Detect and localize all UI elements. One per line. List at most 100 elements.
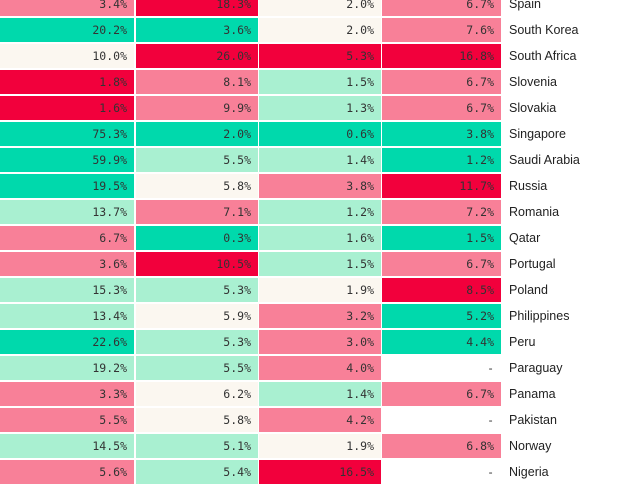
heatmap-cell: 6.7%	[382, 252, 501, 276]
heatmap-cell: 19.5%	[0, 174, 134, 198]
heatmap-cell: 1.6%	[259, 226, 381, 250]
heatmap-cell: 6.8%	[382, 434, 501, 458]
country-label: Poland	[509, 283, 548, 297]
heatmap-cell: 3.2%	[259, 304, 381, 328]
heatmap-cell: 9.9%	[136, 96, 258, 120]
heatmap-cell: 3.6%	[136, 18, 258, 42]
table-row: 3.3% 6.2% 1.4% 6.7% Panama	[0, 382, 640, 406]
country-label: Russia	[509, 179, 548, 193]
country-label: South Africa	[509, 49, 577, 63]
heatmap-cell: 2.0%	[259, 0, 381, 16]
country-label: Slovenia	[509, 75, 557, 89]
heatmap-cell: 6.7%	[382, 382, 501, 406]
heatmap-cell: 11.7%	[382, 174, 501, 198]
heatmap-cell: 5.9%	[136, 304, 258, 328]
country-label: Singapore	[509, 127, 566, 141]
heatmap-cell: 6.2%	[136, 382, 258, 406]
table-row: 19.2% 5.5% 4.0% - Paraguay	[0, 356, 640, 380]
table-row: 1.8% 8.1% 1.5% 6.7% Slovenia	[0, 70, 640, 94]
heatmap-cell: 3.8%	[382, 122, 501, 146]
heatmap-cell: 1.4%	[259, 382, 381, 406]
heatmap-cell: 4.0%	[259, 356, 381, 380]
heatmap-cell: 18.3%	[136, 0, 258, 16]
heatmap-cell: 7.1%	[136, 200, 258, 224]
table-row: 14.5% 5.1% 1.9% 6.8% Norway	[0, 434, 640, 458]
heatmap-cell: 0.6%	[259, 122, 381, 146]
country-label: Nigeria	[509, 465, 549, 479]
table-row: 13.7% 7.1% 1.2% 7.2% Romania	[0, 200, 640, 224]
heatmap-cell: 5.3%	[259, 44, 381, 68]
heatmap-cell: -	[382, 408, 501, 432]
heatmap-cell: 59.9%	[0, 148, 134, 172]
heatmap-cell: 75.3%	[0, 122, 134, 146]
country-label: Saudi Arabia	[509, 153, 580, 167]
heatmap-cell: 3.8%	[259, 174, 381, 198]
heatmap-cell: 6.7%	[382, 96, 501, 120]
heatmap-cell: 2.0%	[259, 18, 381, 42]
heatmap-cell: 1.8%	[0, 70, 134, 94]
heatmap-cell: 10.5%	[136, 252, 258, 276]
table-row: 22.6% 5.3% 3.0% 4.4% Peru	[0, 330, 640, 354]
country-label: Peru	[509, 335, 536, 349]
heatmap-cell: 7.6%	[382, 18, 501, 42]
heatmap-cell: 5.2%	[382, 304, 501, 328]
table-row: 19.5% 5.8% 3.8% 11.7% Russia	[0, 174, 640, 198]
table-row: 10.0% 26.0% 5.3% 16.8% South Africa	[0, 44, 640, 68]
heatmap-cell: 4.2%	[259, 408, 381, 432]
country-label: Pakistan	[509, 413, 557, 427]
table-row: 5.6% 5.4% 16.5% - Nigeria	[0, 460, 640, 484]
heatmap-cell: 1.4%	[259, 148, 381, 172]
heatmap-cell: 2.0%	[136, 122, 258, 146]
heatmap-cell: 13.7%	[0, 200, 134, 224]
heatmap-cell: -	[382, 460, 501, 484]
heatmap-cell: 5.4%	[136, 460, 258, 484]
heatmap-cell: 14.5%	[0, 434, 134, 458]
table-row: 59.9% 5.5% 1.4% 1.2% Saudi Arabia	[0, 148, 640, 172]
heatmap-cell: 16.8%	[382, 44, 501, 68]
heatmap-cell: 5.5%	[136, 356, 258, 380]
heatmap-cell: 6.7%	[0, 226, 134, 250]
heatmap-cell: 1.2%	[259, 200, 381, 224]
heatmap-cell: 1.5%	[259, 70, 381, 94]
heatmap-cell: 10.0%	[0, 44, 134, 68]
heatmap-cell: 5.5%	[136, 148, 258, 172]
heatmap-cell: 1.6%	[0, 96, 134, 120]
country-label: Norway	[509, 439, 552, 453]
country-label: Paraguay	[509, 361, 563, 375]
country-label: Slovakia	[509, 101, 557, 115]
heatmap-cell: 1.5%	[382, 226, 501, 250]
heatmap-cell: 5.3%	[136, 330, 258, 354]
heatmap-cell: 3.0%	[259, 330, 381, 354]
country-label: Qatar	[509, 231, 541, 245]
table-row: 15.3% 5.3% 1.9% 8.5% Poland	[0, 278, 640, 302]
heatmap-cell: 6.7%	[382, 70, 501, 94]
heatmap-cell: 4.4%	[382, 330, 501, 354]
country-label: South Korea	[509, 23, 579, 37]
heatmap-cell: 3.6%	[0, 252, 134, 276]
heatmap-cell: 6.7%	[382, 0, 501, 16]
table-row: 13.4% 5.9% 3.2% 5.2% Philippines	[0, 304, 640, 328]
heatmap-cell: 7.2%	[382, 200, 501, 224]
heatmap-cell: 5.8%	[136, 174, 258, 198]
table-row: 3.4% 18.3% 2.0% 6.7% Spain	[0, 0, 640, 16]
heatmap-cell: 15.3%	[0, 278, 134, 302]
heatmap-cell: 20.2%	[0, 18, 134, 42]
heatmap-cell: 1.9%	[259, 434, 381, 458]
heatmap-cell: 1.9%	[259, 278, 381, 302]
heatmap-cell: 1.3%	[259, 96, 381, 120]
heatmap-cell: 0.3%	[136, 226, 258, 250]
country-label: Portugal	[509, 257, 556, 271]
heatmap-cell: 5.8%	[136, 408, 258, 432]
heatmap-cell: 22.6%	[0, 330, 134, 354]
heatmap-cell: 26.0%	[136, 44, 258, 68]
heatmap-cell: 5.6%	[0, 460, 134, 484]
table-row: 75.3% 2.0% 0.6% 3.8% Singapore	[0, 122, 640, 146]
heatmap-cell: 3.3%	[0, 382, 134, 406]
heatmap-cell: -	[382, 356, 501, 380]
heatmap-cell: 13.4%	[0, 304, 134, 328]
heatmap-cell: 19.2%	[0, 356, 134, 380]
heatmap-cell: 1.5%	[259, 252, 381, 276]
heatmap-cell: 5.3%	[136, 278, 258, 302]
table-row: 1.6% 9.9% 1.3% 6.7% Slovakia	[0, 96, 640, 120]
